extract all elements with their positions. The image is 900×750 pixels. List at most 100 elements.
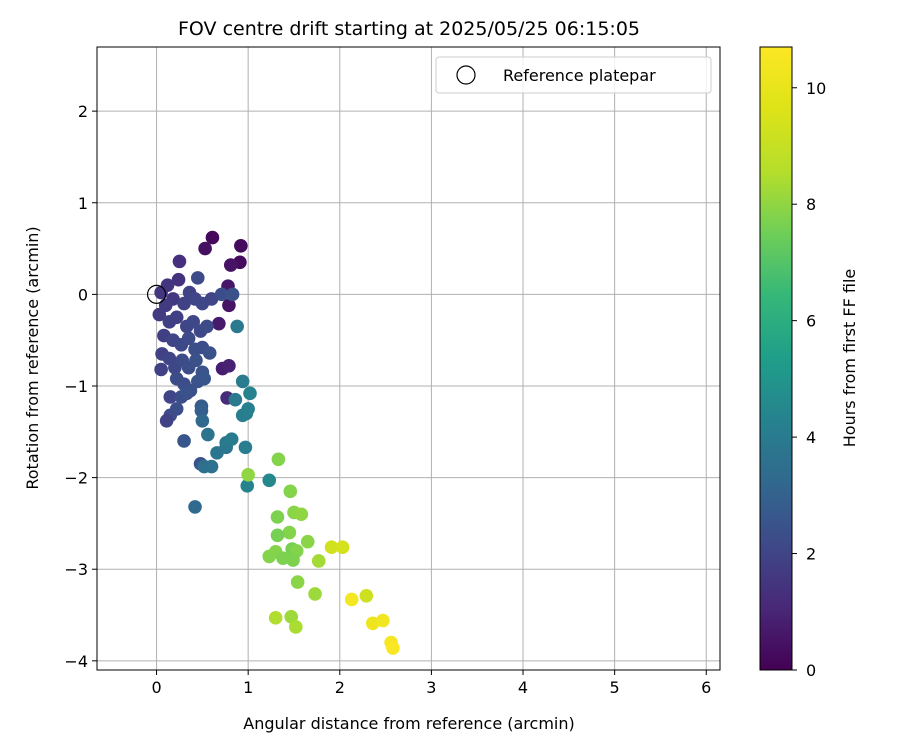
y-axis-label: Rotation from reference (arcmin) xyxy=(23,226,42,489)
x-axis-ticks: 0 1 2 3 4 5 6 xyxy=(151,670,711,697)
data-point xyxy=(177,434,191,448)
reference-marker xyxy=(146,284,167,304)
colorbar-tick-label: 6 xyxy=(806,312,816,331)
data-point xyxy=(188,500,202,514)
data-point xyxy=(386,641,400,655)
data-point xyxy=(268,610,283,625)
x-tick-label: 3 xyxy=(426,678,436,697)
data-point xyxy=(270,510,285,524)
data-point xyxy=(198,241,212,256)
data-point xyxy=(324,540,339,555)
data-point xyxy=(282,525,297,540)
y-tick-label: 1 xyxy=(78,194,88,213)
data-point xyxy=(212,316,226,331)
colorbar-tick-label: 0 xyxy=(806,661,816,680)
data-point xyxy=(270,528,285,543)
colorbar-tick-label: 2 xyxy=(806,545,816,564)
y-tick-label: −3 xyxy=(64,560,88,579)
data-point xyxy=(228,392,243,407)
data-point xyxy=(300,534,315,549)
y-tick-label: −2 xyxy=(64,469,88,488)
data-point xyxy=(222,359,236,373)
x-tick-label: 2 xyxy=(335,678,345,697)
colorbar-tick-label: 10 xyxy=(806,79,826,98)
data-point xyxy=(243,386,257,401)
colorbar-gradient xyxy=(759,46,793,671)
y-tick-label: −4 xyxy=(64,652,88,671)
data-point xyxy=(222,298,236,313)
data-point xyxy=(172,254,187,269)
data-point xyxy=(154,362,168,377)
data-point xyxy=(235,374,250,389)
data-point xyxy=(189,353,203,368)
legend-label: Reference platepar xyxy=(503,66,656,85)
data-point xyxy=(238,440,253,455)
y-axis-ticks: −4 −3 −2 −1 0 1 2 xyxy=(64,102,97,671)
data-point xyxy=(224,432,239,446)
x-tick-label: 0 xyxy=(151,678,161,697)
data-point xyxy=(163,390,178,404)
data-point xyxy=(202,346,217,360)
colorbar-tick-label: 4 xyxy=(806,428,816,447)
legend: Reference platepar xyxy=(435,56,712,94)
data-point xyxy=(194,403,209,418)
x-tick-label: 5 xyxy=(610,678,620,697)
data-point xyxy=(225,287,240,302)
data-point xyxy=(201,427,215,442)
x-tick-label: 6 xyxy=(701,678,711,697)
plot-frame xyxy=(96,46,721,671)
data-point xyxy=(197,371,211,386)
data-point xyxy=(262,473,277,488)
data-point xyxy=(169,310,184,325)
data-point xyxy=(294,507,309,522)
data-point xyxy=(359,588,374,603)
colorbar-label: Hours from first FF file xyxy=(840,269,859,448)
data-point xyxy=(241,468,255,482)
data-point xyxy=(152,307,167,322)
colorbar-tick-label: 8 xyxy=(806,195,816,214)
data-point xyxy=(240,479,255,493)
data-point xyxy=(335,540,350,555)
data-point xyxy=(308,587,322,601)
x-axis-label: Angular distance from reference (arcmin) xyxy=(243,714,574,733)
y-tick-label: −1 xyxy=(64,377,88,396)
data-point xyxy=(177,296,191,311)
data-point xyxy=(376,613,390,628)
legend-marker xyxy=(456,65,476,85)
data-point xyxy=(311,554,326,568)
data-point xyxy=(200,319,214,334)
data-point xyxy=(230,319,244,334)
data-point xyxy=(190,271,205,285)
data-point xyxy=(159,414,174,428)
data-point xyxy=(290,575,305,589)
data-point xyxy=(241,402,255,416)
data-point xyxy=(271,452,286,467)
chart-title: FOV centre drift starting at 2025/05/25 … xyxy=(178,18,640,40)
data-point xyxy=(204,459,219,474)
data-point xyxy=(283,484,298,499)
data-point xyxy=(181,331,196,346)
y-tick-label: 0 xyxy=(78,285,88,304)
data-point xyxy=(286,553,300,567)
data-point xyxy=(195,296,210,311)
data-point xyxy=(223,258,238,272)
data-point xyxy=(214,287,229,302)
x-tick-label: 4 xyxy=(518,678,528,697)
data-point xyxy=(171,272,186,287)
legend-box xyxy=(435,56,712,94)
data-point xyxy=(289,620,303,634)
colorbar-ticks: 0 2 4 6 8 10 xyxy=(792,79,826,680)
data-point xyxy=(344,592,359,607)
data-point xyxy=(195,414,210,428)
colorbar: 0 2 4 6 8 10 Hours from first FF file xyxy=(759,46,859,680)
data-point xyxy=(276,551,290,566)
scatter-points xyxy=(152,230,400,655)
data-point xyxy=(234,239,248,253)
data-point xyxy=(186,315,200,329)
x-tick-label: 1 xyxy=(243,678,253,697)
data-point xyxy=(205,230,220,245)
data-point xyxy=(179,386,194,401)
reference-platepar-point xyxy=(146,284,167,304)
y-tick-label: 2 xyxy=(78,102,88,121)
